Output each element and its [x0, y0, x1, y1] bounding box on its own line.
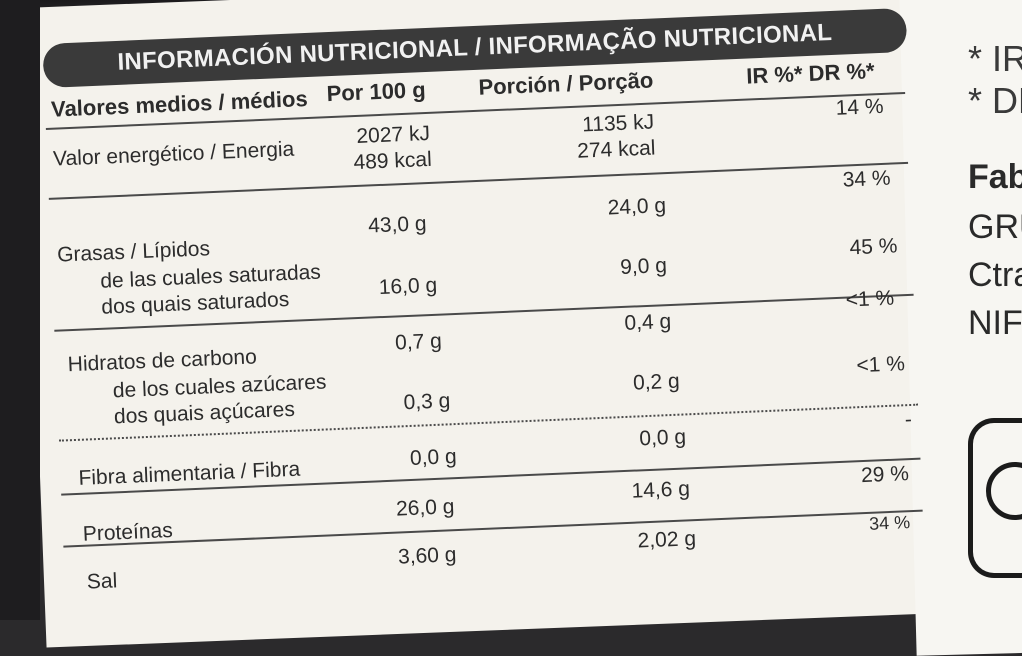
row-ir: 14 %: [835, 94, 885, 120]
row-portion: 9,0 g: [619, 254, 668, 280]
row-portion: 0,4 g: [624, 309, 672, 335]
row-ir: <1 %: [845, 286, 895, 312]
row-portion: 0,0 g: [638, 425, 687, 451]
header-per100: Por 100 g: [326, 77, 427, 107]
row-per100: 16,0 g: [378, 273, 438, 300]
side-ir-note: * IR: [968, 38, 1022, 79]
row-ir: 29 %: [860, 462, 910, 488]
side-manufacturer-label: Fab: [968, 158, 1022, 196]
row-portion: 1135 kJ: [581, 110, 655, 137]
row-portion: 24,0 g: [607, 194, 667, 220]
side-address-text: Ctra: [968, 256, 1022, 294]
row-per100-kcal: 489 kcal: [353, 147, 433, 175]
row-per100: 0,3 g: [403, 389, 451, 415]
row-ir: 34 %: [842, 166, 892, 192]
row-per100: 0,0 g: [409, 445, 458, 470]
row-label: Sal: [86, 569, 118, 594]
package-left-edge: [0, 0, 40, 620]
row-portion-kcal: 274 kcal: [576, 136, 656, 163]
side-logo-frame: [968, 418, 1022, 578]
row-per100: 2027 kJ: [355, 121, 431, 148]
side-logo-icon: [986, 462, 1022, 520]
row-ir: <1 %: [856, 352, 906, 378]
row-per100: 0,7 g: [394, 329, 443, 355]
row-per100: 3,60 g: [397, 543, 457, 569]
row-ir: 34 %: [868, 512, 911, 534]
row-ir: 45 %: [849, 234, 898, 260]
row-ir: -: [904, 407, 913, 432]
row-portion: 0,2 g: [632, 369, 681, 395]
row-per100: 26,0 g: [395, 495, 455, 521]
row-portion: 2,02 g: [637, 527, 697, 553]
row-per100: 43,0 g: [367, 212, 428, 238]
side-company-text: GRU: [968, 208, 1022, 246]
row-portion: 14,6 g: [631, 477, 691, 503]
side-nif-text: NIF: [968, 304, 1022, 342]
side-dr-note: * DR: [968, 80, 1022, 121]
